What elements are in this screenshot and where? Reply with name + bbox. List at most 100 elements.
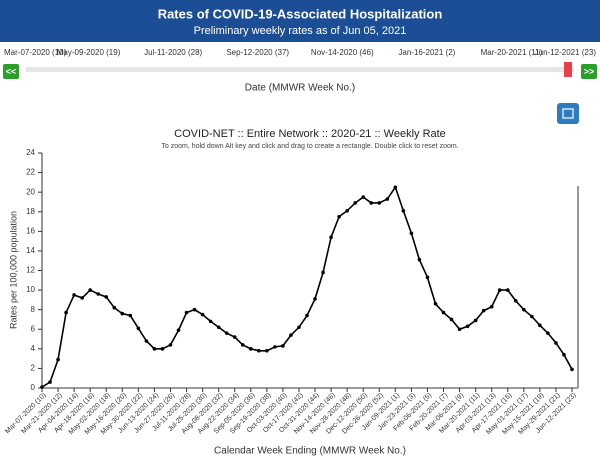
point (136, 326, 141, 331)
point (40, 385, 44, 389)
point (144, 339, 149, 343)
point (152, 347, 157, 351)
chart-subtitle: To zoom, hold down Alt key and click and… (161, 143, 458, 150)
point (546, 331, 550, 335)
y-tick-label: 24 (26, 148, 35, 157)
point (72, 293, 76, 297)
slider-label: Jul-11-2020 (28) (144, 48, 202, 57)
point (385, 197, 390, 201)
point (48, 380, 52, 384)
y-tick-label: 2 (31, 364, 36, 373)
point (562, 352, 566, 357)
point (497, 288, 502, 292)
point (481, 308, 486, 313)
point (417, 257, 422, 262)
slider-handle[interactable] (564, 62, 572, 77)
slider-label: Jan-16-2021 (2) (398, 48, 455, 57)
y-tick-label: 6 (31, 324, 36, 333)
point (160, 347, 165, 351)
point (401, 208, 406, 213)
point (530, 314, 534, 319)
point (120, 311, 125, 316)
point (329, 235, 333, 240)
point (425, 275, 430, 280)
slider-axis-label: Date (MMWR Week No.) (245, 83, 355, 94)
header-title: Rates of COVID-19-Associated Hospitaliza… (158, 6, 443, 21)
point (449, 317, 454, 322)
point (473, 318, 478, 323)
line (41, 185, 573, 388)
point (112, 305, 117, 310)
point (441, 310, 446, 315)
point (184, 310, 189, 315)
point (305, 313, 309, 318)
y-tick-label: 12 (26, 266, 35, 275)
point (265, 348, 269, 353)
point (88, 288, 92, 292)
point (345, 208, 349, 213)
point (56, 357, 60, 362)
point (409, 231, 414, 236)
point (570, 367, 574, 372)
next-button[interactable] (581, 64, 597, 79)
chart-title: COVID-NET :: Entire Network :: 2020-21 :… (174, 128, 446, 140)
slider-labels: Mar-07-2020 (10)May-09-2020 (19) Jul-11-2… (4, 48, 596, 57)
slider-label: Mar-20-2021 (11) (481, 48, 543, 57)
point (224, 331, 229, 335)
point (200, 312, 205, 317)
y-tick-label: 4 (31, 344, 36, 353)
point (513, 299, 518, 303)
slider-label: May-09-2020 (19) (57, 48, 121, 57)
point (289, 333, 293, 337)
y-tick-label: 14 (26, 246, 35, 255)
point (297, 325, 301, 330)
point (273, 345, 277, 349)
point (64, 310, 68, 315)
point (337, 214, 341, 219)
image-button[interactable] (557, 103, 579, 124)
point (433, 301, 438, 306)
y-tick-label: 0 (31, 383, 36, 392)
prev-button[interactable] (3, 64, 19, 79)
point (522, 307, 526, 312)
point (465, 324, 470, 329)
point (353, 201, 357, 205)
point (240, 343, 245, 347)
slider-label: Sep-12-2020 (37) (226, 48, 289, 57)
point (80, 296, 84, 300)
slider-label: Nov-14-2020 (46) (311, 48, 374, 57)
image-icon (562, 108, 574, 119)
point (248, 347, 253, 351)
y-tick-label: 8 (31, 305, 36, 314)
point (489, 304, 494, 309)
y-tick-label: 18 (26, 207, 35, 216)
point (168, 343, 173, 347)
point (361, 195, 366, 199)
point (554, 341, 558, 345)
y-tick-label: 16 (26, 226, 35, 235)
point (104, 295, 109, 299)
point (457, 327, 462, 332)
prev-button-label: << (6, 66, 17, 76)
header-subtitle: Preliminary weekly rates as of Jun 05, 2… (194, 25, 407, 37)
point (192, 307, 197, 312)
header-bar (0, 0, 600, 42)
point (128, 313, 133, 318)
point (208, 319, 213, 324)
y-tick-label: 22 (26, 168, 35, 177)
y-axis-label: Rates per 100,000 population (8, 211, 18, 329)
point (538, 323, 542, 328)
point (377, 201, 382, 205)
x-axis-label: Calendar Week Ending (MMWR Week No.) (214, 446, 406, 457)
point (232, 335, 237, 339)
slider-track (26, 67, 574, 72)
point (505, 288, 510, 292)
point (313, 297, 317, 301)
slider-label: Mar-07-2020 (10) (4, 48, 67, 57)
point (369, 201, 374, 205)
point (321, 270, 325, 275)
point (281, 344, 285, 348)
next-button-label: >> (584, 66, 595, 76)
y-tick-label: 10 (26, 285, 35, 294)
